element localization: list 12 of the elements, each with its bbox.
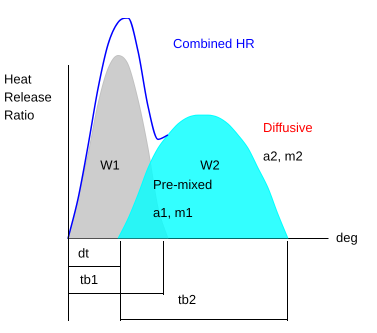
x-axis-title: deg [336,230,358,246]
annotation: W1 [100,157,120,172]
annotation: a2, m2 [263,148,303,164]
text: dt [78,246,90,261]
series-label: Pre-mixed [153,177,212,192]
annotation: a1, m1 [153,204,193,220]
text: tb1 [80,272,98,288]
series-label: Diffusive [263,120,313,135]
text: Combined HR [173,36,255,52]
text: tb2 [178,292,196,307]
annotation: W2 [200,157,220,172]
y-axis-title: Heat Release Ratio [4,72,52,123]
